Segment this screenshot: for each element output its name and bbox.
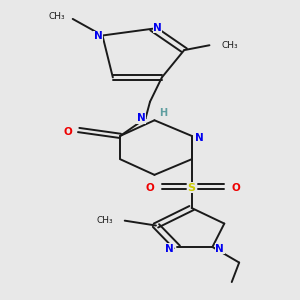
Text: N: N	[195, 133, 203, 143]
Text: H: H	[159, 109, 167, 118]
Text: CH₃: CH₃	[49, 11, 65, 20]
Text: S: S	[188, 182, 196, 193]
Text: O: O	[146, 182, 154, 193]
Text: O: O	[64, 127, 73, 137]
Text: N: N	[165, 244, 174, 254]
Text: N: N	[153, 23, 162, 33]
Text: O: O	[232, 182, 241, 193]
Text: N: N	[215, 244, 224, 254]
Text: CH₃: CH₃	[221, 41, 238, 50]
Text: N: N	[94, 32, 102, 41]
Text: CH₃: CH₃	[96, 216, 113, 225]
Text: N: N	[137, 113, 146, 123]
